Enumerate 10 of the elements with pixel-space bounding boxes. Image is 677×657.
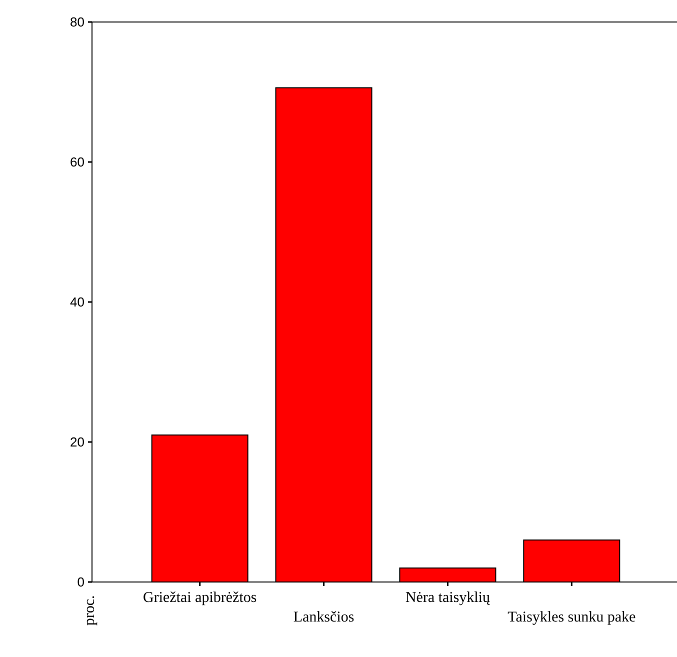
y-tick-label: 40 xyxy=(70,297,84,307)
y-axis-title: proc. xyxy=(86,596,98,626)
y-tick-label: 80 xyxy=(70,17,84,27)
x-tick-label: Griežtai apibrėžtos xyxy=(144,592,256,606)
x-tick-label: Lanksčios xyxy=(294,611,354,622)
y-tick-label: 60 xyxy=(70,157,84,167)
y-tick-label: 20 xyxy=(70,437,84,447)
x-tick-label: Taisykles sunku pake xyxy=(508,611,636,625)
x-tick-label: Nėra taisyklių xyxy=(406,592,490,606)
y-tick-label: 0 xyxy=(78,577,84,587)
